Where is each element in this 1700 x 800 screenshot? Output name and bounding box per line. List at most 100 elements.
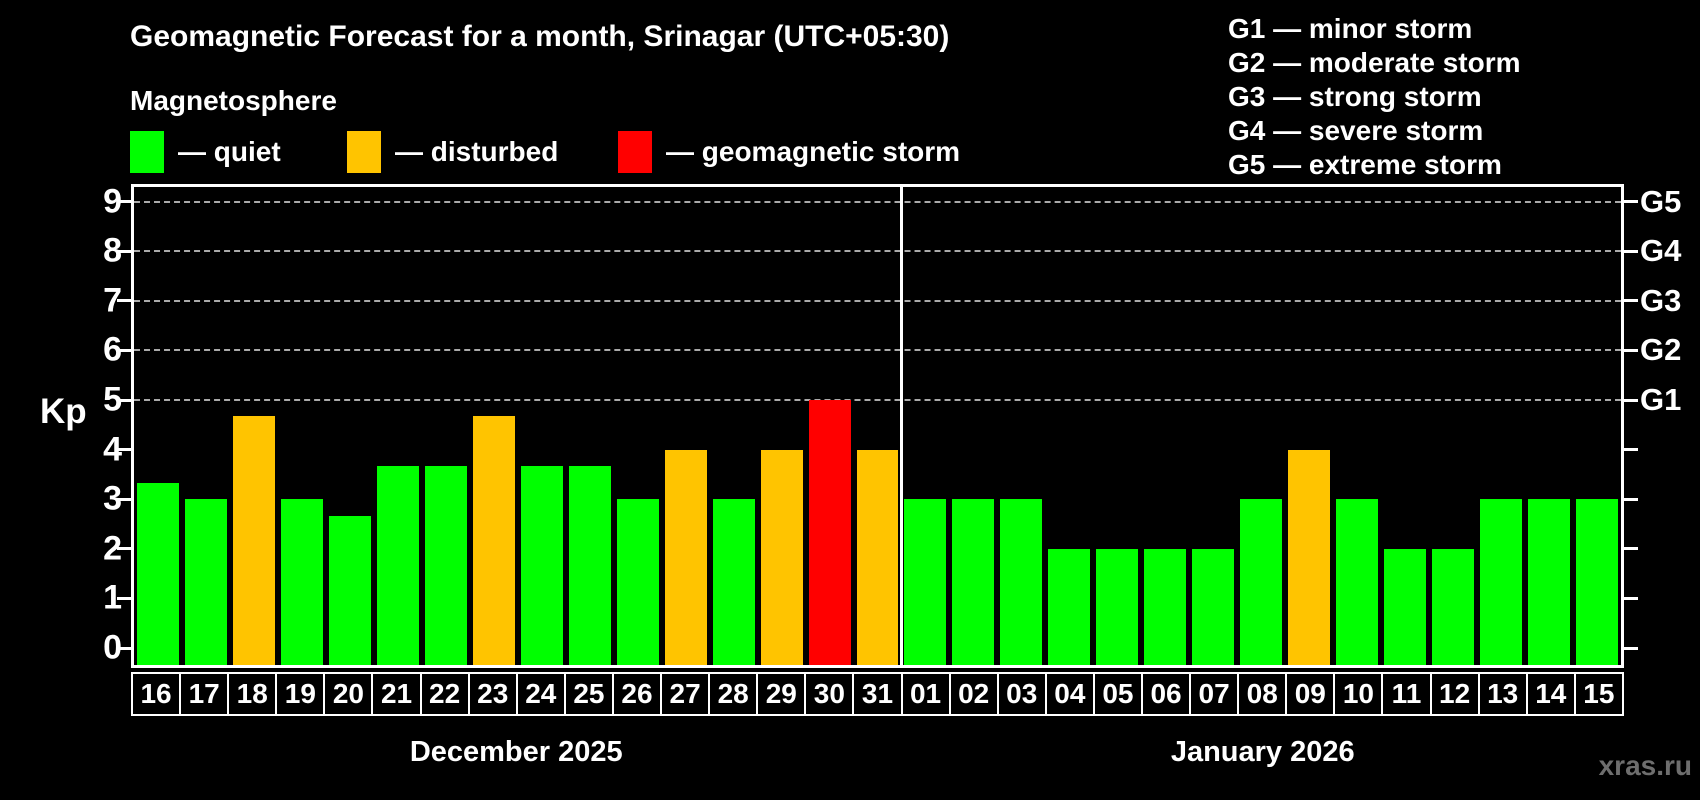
kp-bar-day-11 bbox=[1384, 548, 1427, 665]
date-cell-08: 08 bbox=[1237, 672, 1288, 716]
y-axis-tick-left-1 bbox=[117, 596, 131, 600]
y-axis-label-8: 8 bbox=[103, 231, 122, 270]
y-axis-tick-left-7 bbox=[117, 299, 131, 303]
date-cell-26: 26 bbox=[611, 672, 663, 716]
y-axis-label-2: 2 bbox=[103, 529, 122, 568]
kp-bar-day-04 bbox=[1048, 548, 1091, 665]
kp-bar-day-06 bbox=[1144, 548, 1187, 665]
date-cell-28: 28 bbox=[708, 672, 759, 716]
kp-bar-day-09 bbox=[1288, 449, 1331, 665]
kp-bar-day-02 bbox=[952, 499, 995, 665]
date-cell-10: 10 bbox=[1333, 672, 1384, 716]
gridline-kp8 bbox=[134, 250, 1621, 253]
kp-bar-day-05 bbox=[1096, 548, 1139, 665]
kp-bar-day-03 bbox=[1000, 499, 1043, 665]
kp-bar-day-24 bbox=[520, 465, 563, 665]
storm-scale-line-g5: G5 — extreme storm bbox=[1228, 149, 1502, 180]
y-axis-tick-left-6 bbox=[117, 348, 131, 352]
y-axis-tick-left-4 bbox=[117, 448, 131, 452]
disturbed-swatch-icon bbox=[347, 131, 381, 173]
date-cell-30: 30 bbox=[804, 672, 855, 716]
y-axis-label-1: 1 bbox=[103, 578, 122, 617]
g-scale-label-g1: G1 bbox=[1640, 382, 1682, 417]
y-axis-tick-right-3 bbox=[1624, 497, 1638, 501]
y-axis-tick-left-3 bbox=[117, 497, 131, 501]
storm-scale-line-g1: G1 — minor storm bbox=[1228, 13, 1473, 44]
storm-scale-line-g2: G2 — moderate storm bbox=[1228, 47, 1521, 78]
y-axis-tick-right-7 bbox=[1624, 299, 1638, 303]
storm-scale-line-g3: G3 — strong storm bbox=[1228, 81, 1482, 112]
y-axis-tick-right-6 bbox=[1624, 348, 1638, 352]
kp-bar-day-31 bbox=[856, 449, 899, 665]
kp-bar-day-28 bbox=[712, 499, 755, 665]
plot-inner bbox=[117, 187, 1638, 665]
y-axis-tick-right-1 bbox=[1624, 596, 1638, 600]
kp-bar-day-14 bbox=[1528, 499, 1571, 665]
y-axis-tick-left-9 bbox=[117, 200, 131, 204]
y-axis-label-9: 9 bbox=[103, 182, 122, 221]
y-axis-tick-left-2 bbox=[117, 547, 131, 551]
y-axis-tick-right-0 bbox=[1624, 646, 1638, 650]
kp-bar-day-25 bbox=[568, 465, 611, 665]
kp-bar-day-20 bbox=[328, 515, 371, 665]
date-cell-05: 05 bbox=[1092, 672, 1143, 716]
date-cell-22: 22 bbox=[419, 672, 470, 716]
legend-item-quiet: — quiet bbox=[130, 130, 281, 174]
kp-bar-day-27 bbox=[664, 449, 707, 665]
y-axis-tick-right-9 bbox=[1624, 200, 1638, 204]
storm-swatch-icon bbox=[618, 131, 652, 173]
date-cell-15: 15 bbox=[1573, 672, 1624, 716]
date-cell-21: 21 bbox=[371, 672, 422, 716]
legend-label-storm: — geomagnetic storm bbox=[666, 136, 961, 167]
month-label-january: January 2026 bbox=[1170, 736, 1355, 768]
date-cell-31: 31 bbox=[852, 672, 903, 716]
page-title: Geomagnetic Forecast for a month, Srinag… bbox=[130, 20, 950, 53]
y-axis-label-3: 3 bbox=[103, 479, 122, 518]
y-axis-label-7: 7 bbox=[103, 281, 122, 320]
gridline-kp9 bbox=[134, 200, 1621, 203]
date-cell-18: 18 bbox=[227, 672, 278, 716]
g-scale-label-g4: G4 bbox=[1640, 233, 1682, 269]
gridline-kp5 bbox=[134, 399, 1621, 401]
date-cell-06: 06 bbox=[1140, 672, 1192, 716]
date-cell-27: 27 bbox=[660, 672, 711, 716]
date-cell-02: 02 bbox=[948, 672, 999, 716]
date-cell-16: 16 bbox=[131, 672, 182, 716]
date-cell-29: 29 bbox=[756, 672, 807, 716]
y-axis-label-5: 5 bbox=[103, 380, 122, 419]
kp-bar-day-18 bbox=[232, 416, 275, 665]
y-axis-tick-left-5 bbox=[117, 398, 131, 402]
date-cell-13: 13 bbox=[1477, 672, 1528, 716]
kp-bar-day-30 bbox=[808, 400, 851, 665]
date-axis: 16 17 18 19 20 21 22 23 24 25 26 27 28 29 30 31 01 02 03 04… bbox=[131, 672, 1624, 716]
kp-bar-day-22 bbox=[424, 465, 467, 665]
plot-area bbox=[117, 184, 1638, 668]
kp-bar-day-29 bbox=[760, 449, 803, 665]
y-axis-tick-right-4 bbox=[1624, 448, 1638, 452]
date-cell-17: 17 bbox=[179, 672, 230, 716]
watermark: xras.ru bbox=[1598, 750, 1692, 781]
y-axis-tick-right-2 bbox=[1624, 547, 1638, 551]
y-axis-tick-right-5 bbox=[1624, 398, 1638, 402]
y-axis-tick-left-8 bbox=[117, 249, 131, 253]
date-cell-09: 09 bbox=[1285, 672, 1336, 716]
y-axis-title: Kp bbox=[40, 392, 87, 431]
date-cell-12: 12 bbox=[1429, 672, 1480, 716]
quiet-swatch-icon bbox=[130, 131, 164, 173]
g-scale-label-g5: G5 bbox=[1640, 183, 1682, 219]
y-axis-tick-right-8 bbox=[1624, 249, 1638, 253]
kp-bar-day-17 bbox=[184, 499, 227, 665]
g-scale-label-g2: G2 bbox=[1640, 332, 1682, 368]
month-label-december: December 2025 bbox=[409, 736, 623, 768]
date-cell-04: 04 bbox=[1044, 672, 1095, 716]
legend-label-disturbed: — disturbed bbox=[395, 136, 559, 167]
kp-bar-day-12 bbox=[1432, 548, 1475, 665]
kp-bar-day-19 bbox=[280, 499, 323, 665]
kp-bar-day-26 bbox=[616, 499, 659, 665]
gridline-kp6 bbox=[134, 349, 1621, 352]
y-axis-label-6: 6 bbox=[103, 330, 122, 369]
storm-scale-legend: G1 — minor storm G2 — moderate storm G3 … bbox=[1228, 12, 1521, 182]
y-axis-label-0: 0 bbox=[103, 628, 122, 667]
kp-bar-day-13 bbox=[1480, 499, 1523, 665]
date-cell-11: 11 bbox=[1381, 672, 1432, 716]
